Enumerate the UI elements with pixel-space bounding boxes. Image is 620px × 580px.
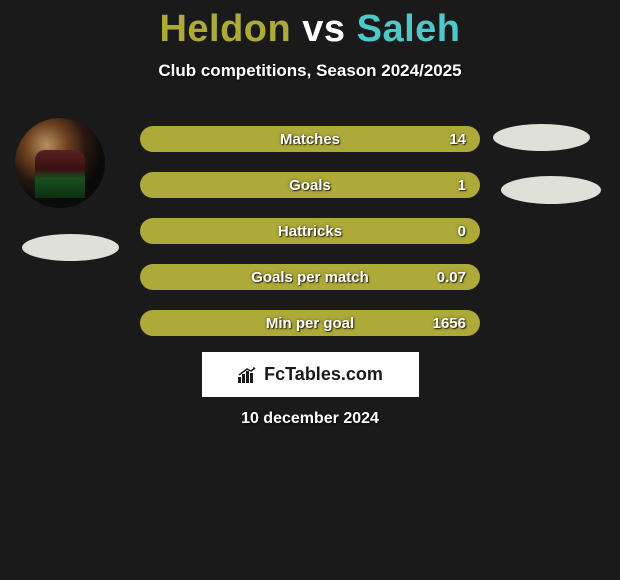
- stat-bar-hattricks: Hattricks 0: [140, 218, 480, 244]
- stat-label: Goals: [140, 177, 480, 194]
- page-title: Heldon vs Saleh: [0, 0, 620, 51]
- date-text: 10 december 2024: [0, 410, 620, 428]
- stat-bar-gpm: Goals per match 0.07: [140, 264, 480, 290]
- stat-label: Goals per match: [140, 269, 480, 286]
- player2-oval-1: [493, 124, 590, 151]
- stat-label: Min per goal: [140, 315, 480, 332]
- stat-value: 0.07: [437, 269, 466, 286]
- stat-value: 0: [458, 223, 466, 240]
- player1-name: Heldon: [159, 8, 291, 50]
- stats-container: Matches 14 Goals 1 Hattricks 0 Goals per…: [140, 126, 480, 356]
- chart-icon: [238, 367, 258, 383]
- stat-value: 14: [449, 131, 466, 148]
- subtitle: Club competitions, Season 2024/2025: [0, 61, 620, 81]
- stat-bar-mpg: Min per goal 1656: [140, 310, 480, 336]
- logo-box[interactable]: FcTables.com: [202, 352, 419, 397]
- player2-oval-2: [501, 176, 601, 204]
- player1-shadow-oval: [22, 234, 119, 261]
- stat-label: Hattricks: [140, 223, 480, 240]
- vs-text: vs: [302, 8, 345, 50]
- stat-value: 1: [458, 177, 466, 194]
- stat-bar-goals: Goals 1: [140, 172, 480, 198]
- stat-value: 1656: [433, 315, 466, 332]
- player2-name: Saleh: [357, 8, 461, 50]
- stat-label: Matches: [140, 131, 480, 148]
- player1-avatar: [15, 118, 105, 208]
- logo-text: FcTables.com: [264, 364, 383, 385]
- stat-bar-matches: Matches 14: [140, 126, 480, 152]
